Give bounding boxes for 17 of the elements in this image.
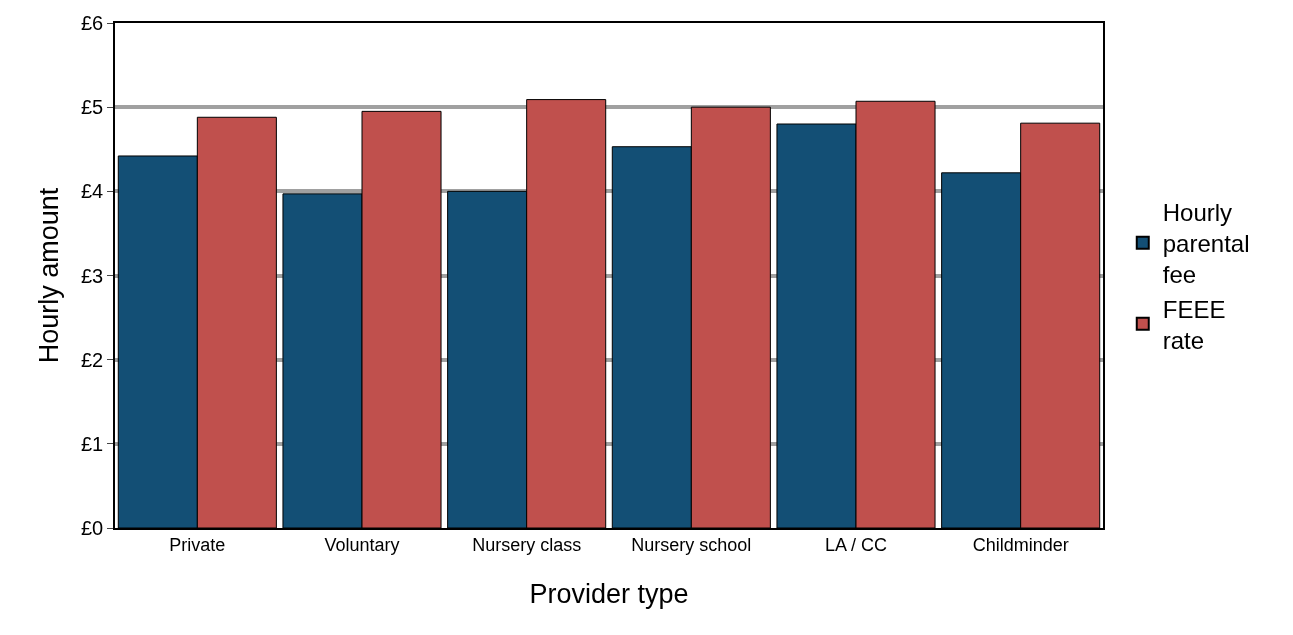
- x-tick-label: Childminder: [972, 535, 1069, 556]
- y-tick-label: £2: [81, 348, 104, 371]
- y-tick-label: £0: [81, 517, 104, 539]
- x-tick-label: Nursery school: [631, 535, 752, 556]
- y-tick-label: £1: [81, 432, 104, 455]
- y-tick-label: £3: [81, 264, 104, 287]
- legend-label: FEEE rate: [1162, 295, 1226, 354]
- y-axis-title: Hourly amount: [33, 187, 64, 364]
- x-tick-label: Voluntary: [324, 535, 400, 556]
- y-tick-label: £4: [81, 180, 104, 203]
- legend-label: Hourly parental fee: [1162, 198, 1250, 289]
- x-tick-label: Nursery class: [472, 535, 582, 556]
- x-tick-label: Private: [169, 535, 226, 556]
- y-tick-label: £5: [81, 96, 104, 119]
- y-tick-label: £6: [81, 12, 104, 34]
- x-tick-label: LA / CC: [824, 535, 888, 556]
- x-axis-title: Provider type: [529, 579, 689, 610]
